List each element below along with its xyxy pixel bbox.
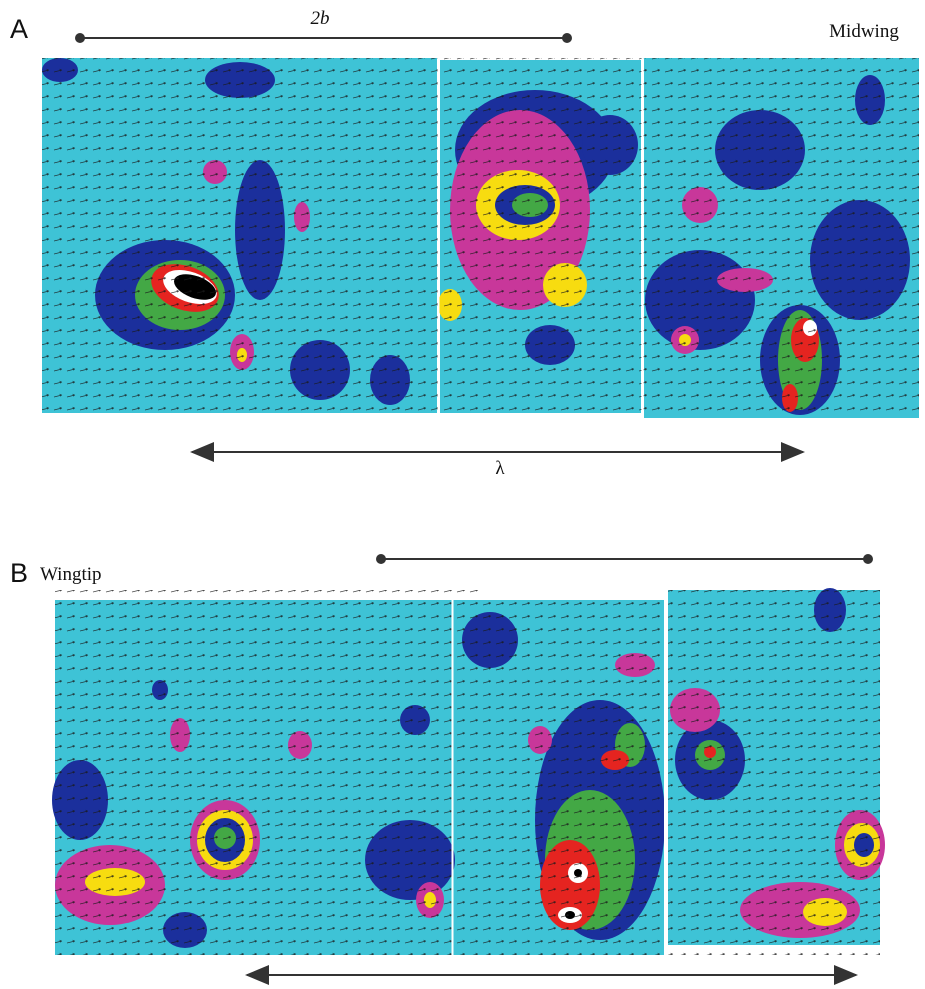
panel-title: Wingtip xyxy=(40,564,102,585)
scale-label: 2b xyxy=(311,8,330,29)
vorticity-field-b xyxy=(52,588,885,955)
vorticity-field-a xyxy=(42,58,919,418)
scale-end xyxy=(75,33,85,43)
span-label: λ xyxy=(495,458,505,479)
panel-title: Midwing xyxy=(829,21,899,42)
scale-end xyxy=(863,554,873,564)
scale-end xyxy=(562,33,572,43)
scale-end xyxy=(376,554,386,564)
figure: A 2b Midwing xyxy=(0,0,925,989)
panel-letter: A xyxy=(10,14,28,44)
panel-letter: B xyxy=(10,558,28,588)
